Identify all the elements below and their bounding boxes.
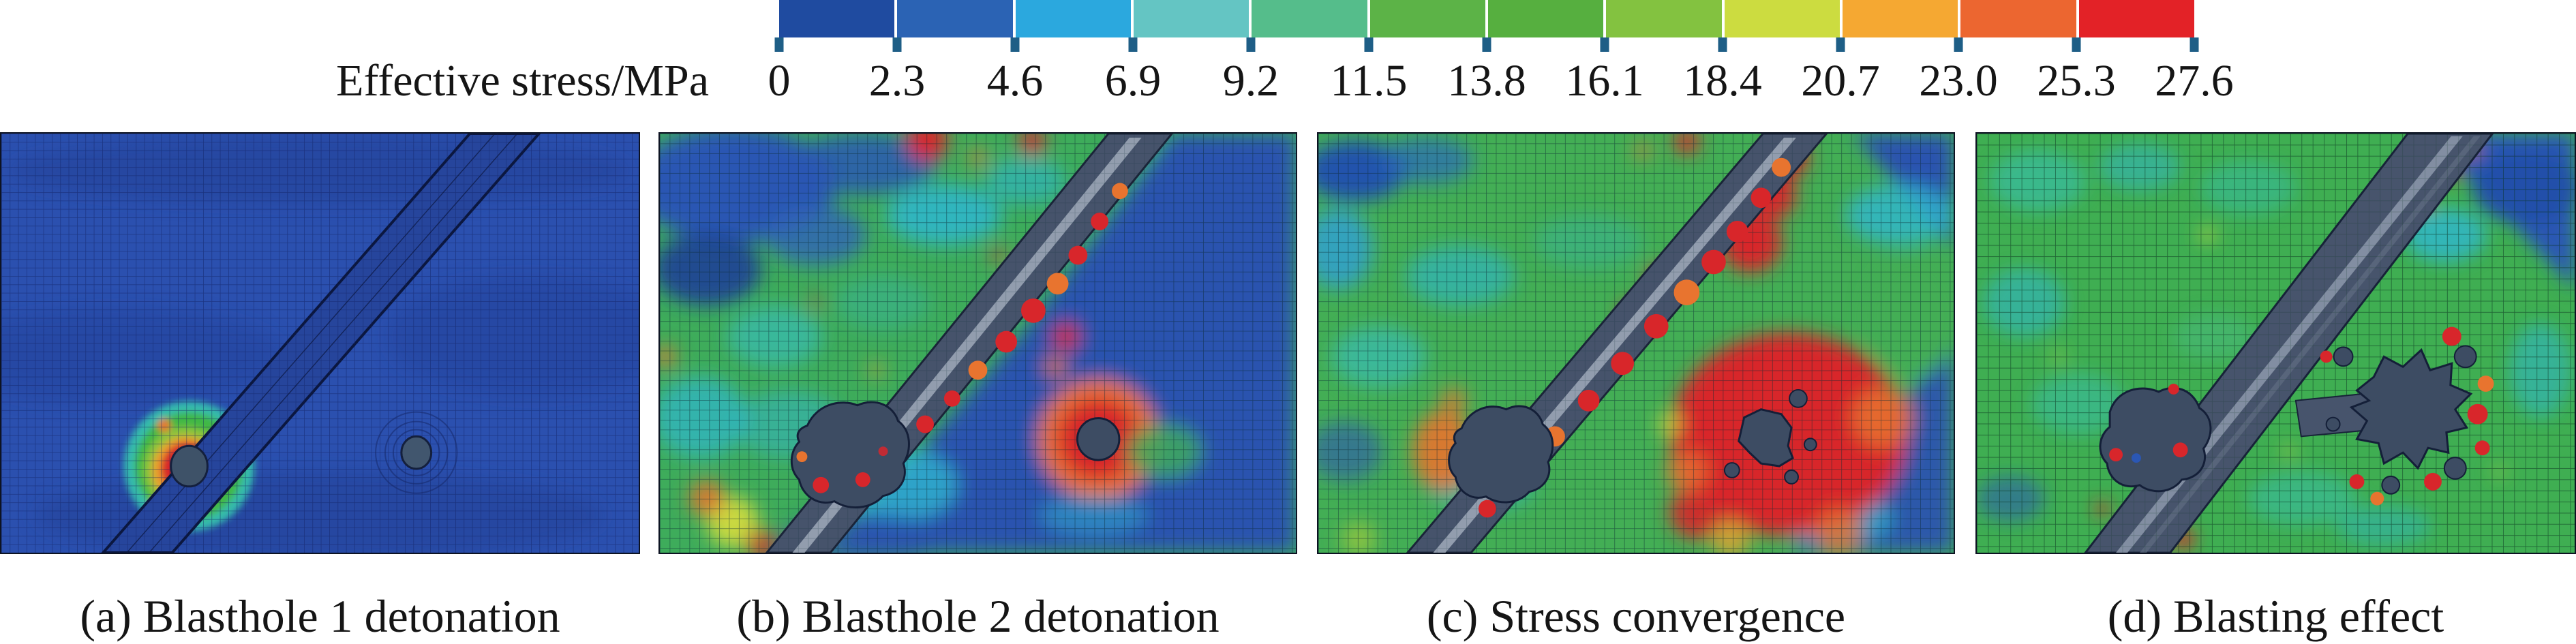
caption-a: (a) Blasthole 1 detonation bbox=[80, 590, 560, 642]
blasthole2-crushed-zone bbox=[2325, 345, 2477, 495]
panel-a-plot bbox=[1, 134, 639, 553]
colorbar: 0 2.3 4.6 6.9 9.2 11.5 13.8 16.1 18.4 20.7 23.0 25.… bbox=[768, 0, 2234, 109]
colorbar-segment bbox=[897, 0, 1013, 37]
colorbar-segment bbox=[779, 0, 895, 37]
colorbar-segment bbox=[1252, 0, 1367, 37]
colorbar-tick-label: 13.8 bbox=[1447, 56, 1526, 106]
colorbar-tick bbox=[1246, 37, 1256, 52]
colorbar-tick-label: 25.3 bbox=[2037, 56, 2116, 106]
colorbar-title: Effective stress/MPa bbox=[336, 56, 709, 106]
colorbar-tick bbox=[1128, 37, 1138, 52]
colorbar-segment bbox=[1133, 0, 1249, 37]
colorbar-tick bbox=[774, 37, 784, 52]
panel-d-plot bbox=[1977, 134, 2575, 553]
caption-b: (b) Blasthole 2 detonation bbox=[736, 590, 1219, 642]
crushed-zone-fragments bbox=[796, 446, 888, 493]
colorbar-tick-label: 0 bbox=[768, 56, 791, 106]
colorbar-tick bbox=[1364, 37, 1374, 52]
blasthole1-crushed-zone bbox=[1448, 405, 1554, 504]
colorbar-tick-label: 2.3 bbox=[868, 56, 926, 106]
panel-c-plot bbox=[1318, 134, 1954, 553]
colorbar-tick-label: 4.6 bbox=[986, 56, 1044, 106]
colorbar-segment bbox=[1015, 0, 1131, 37]
colorbar-tick-label: 23.0 bbox=[1919, 56, 1998, 106]
colorbar-segment bbox=[2078, 0, 2194, 37]
panel-a bbox=[0, 132, 640, 554]
colorbar-tick bbox=[892, 37, 902, 52]
colorbar-segment bbox=[1369, 0, 1485, 37]
colorbar-tick-label: 27.6 bbox=[2155, 56, 2234, 106]
panel-b bbox=[658, 132, 1297, 554]
colorbar-segment bbox=[1842, 0, 1958, 37]
caption-c: (c) Stress convergence bbox=[1426, 590, 1846, 642]
colorbar-segment bbox=[1724, 0, 1840, 37]
blasthole1-crushed-zone bbox=[2099, 386, 2212, 493]
crushed-zone-fragments bbox=[2109, 326, 2494, 506]
blasthole2 bbox=[400, 435, 433, 470]
panel-c bbox=[1317, 132, 1955, 554]
blasthole2-radial-mesh bbox=[375, 411, 458, 494]
colorbar-tick bbox=[2189, 37, 2199, 52]
blasthole2 bbox=[1076, 417, 1121, 461]
colorbar-tick-label: 16.1 bbox=[1565, 56, 1644, 106]
colorbar-tick bbox=[1010, 37, 1020, 52]
colorbar-tick bbox=[1600, 37, 1609, 52]
colorbar-tick bbox=[2072, 37, 2081, 52]
blasthole1 bbox=[170, 444, 209, 488]
colorbar-segments bbox=[779, 0, 2194, 37]
panel-d bbox=[1975, 132, 2576, 554]
colorbar-tick-label: 18.4 bbox=[1683, 56, 1762, 106]
colorbar-segment bbox=[1606, 0, 1722, 37]
colorbar-tick-label: 11.5 bbox=[1330, 56, 1408, 106]
colorbar-tick bbox=[1718, 37, 1727, 52]
colorbar-tick bbox=[1482, 37, 1491, 52]
colorbar-tick-label: 9.2 bbox=[1222, 56, 1279, 106]
colorbar-tick bbox=[1836, 37, 1845, 52]
caption-d: (d) Blasting effect bbox=[2107, 590, 2444, 642]
blasthole2-crushed-zone bbox=[1723, 388, 1817, 485]
colorbar-tick-label: 20.7 bbox=[1801, 56, 1880, 106]
colorbar-segment bbox=[1960, 0, 2076, 37]
colorbar-tick-label: 6.9 bbox=[1104, 56, 1162, 106]
colorbar-tick-labels: 0 2.3 4.6 6.9 9.2 11.5 13.8 16.1 18.4 20.7 23.0 25.… bbox=[768, 56, 2234, 109]
joint-band bbox=[101, 134, 541, 553]
colorbar-tick bbox=[1954, 37, 1963, 52]
panel-b-plot bbox=[660, 134, 1296, 553]
colorbar-segment bbox=[1487, 0, 1604, 37]
colorbar-ticks bbox=[774, 37, 2199, 52]
